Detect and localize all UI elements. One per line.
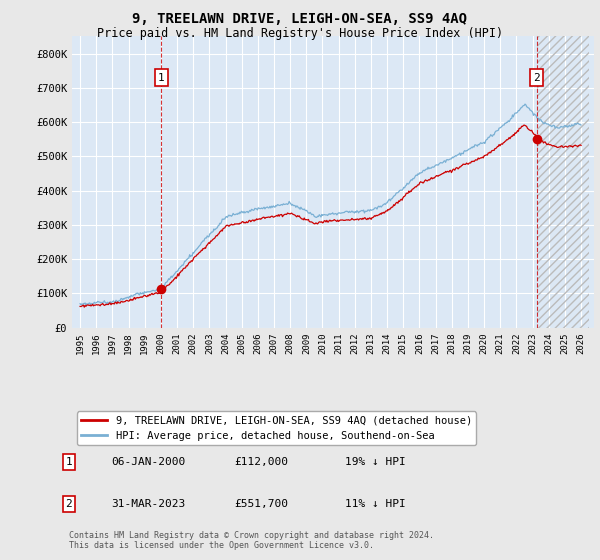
Legend: 9, TREELAWN DRIVE, LEIGH-ON-SEA, SS9 4AQ (detached house), HPI: Average price, d: 9, TREELAWN DRIVE, LEIGH-ON-SEA, SS9 4AQ… — [77, 412, 476, 445]
Text: 19% ↓ HPI: 19% ↓ HPI — [345, 457, 406, 467]
Text: 9, TREELAWN DRIVE, LEIGH-ON-SEA, SS9 4AQ: 9, TREELAWN DRIVE, LEIGH-ON-SEA, SS9 4AQ — [133, 12, 467, 26]
Text: 06-JAN-2000: 06-JAN-2000 — [111, 457, 185, 467]
Text: 31-MAR-2023: 31-MAR-2023 — [111, 499, 185, 509]
Text: Price paid vs. HM Land Registry's House Price Index (HPI): Price paid vs. HM Land Registry's House … — [97, 27, 503, 40]
Text: 2: 2 — [533, 72, 540, 82]
Text: Contains HM Land Registry data © Crown copyright and database right 2024.
This d: Contains HM Land Registry data © Crown c… — [69, 530, 434, 550]
Text: 2: 2 — [65, 499, 73, 509]
Text: 1: 1 — [158, 72, 164, 82]
Text: £112,000: £112,000 — [234, 457, 288, 467]
Text: 1: 1 — [65, 457, 73, 467]
Text: 11% ↓ HPI: 11% ↓ HPI — [345, 499, 406, 509]
Text: £551,700: £551,700 — [234, 499, 288, 509]
